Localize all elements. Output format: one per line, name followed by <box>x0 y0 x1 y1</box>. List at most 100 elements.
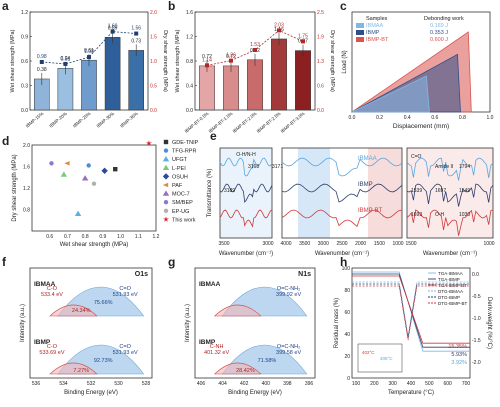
peak-annotation: 1549 <box>459 188 470 194</box>
peak-percent: 7.27% <box>73 368 89 374</box>
marker-SM/BEP <box>49 161 54 166</box>
legend-label: TGA-IBMP-BT <box>438 283 467 288</box>
tick-label-right: 0.0 <box>317 108 324 114</box>
minor-peak <box>213 304 262 317</box>
legend-swatch <box>356 23 364 28</box>
legend-label: SM/BEP <box>172 200 193 206</box>
plot-frame-g <box>194 267 316 379</box>
tick-label: 0.0 <box>186 108 193 114</box>
marker-EP-UG <box>91 181 97 186</box>
peak-annotation: Amide II <box>435 164 453 170</box>
x-axis-label: Wet shear strength (MPa) <box>60 242 129 248</box>
y-axis-label-right: Dry shear strength (MPa) <box>329 30 335 92</box>
peak-percent: 92.73% <box>94 358 113 364</box>
y-axis-label-right: Deriv.weight (%/°C) <box>486 297 492 349</box>
panel-title: N1s <box>298 271 311 278</box>
y-tick-label: 0.8 <box>23 208 30 214</box>
spectrum-IBMP-BT <box>406 209 494 236</box>
peak-annotation: O-H/N-H <box>236 152 256 158</box>
bar-value: 0.73 <box>131 38 141 44</box>
plot-frame-e <box>406 147 494 239</box>
y-tick-label: 0 <box>347 376 350 382</box>
marker-This work <box>145 140 152 146</box>
bar-IBMP-BT-2.5% <box>271 38 287 111</box>
peak-annotation: 3189 <box>224 188 235 194</box>
category-label: IBMP-20% <box>48 111 68 129</box>
x-tick-label: 0.7 <box>64 234 71 240</box>
marker-This work <box>163 216 169 222</box>
peak-label: C-O <box>47 286 58 292</box>
bar-IBMP-BT-3.0% <box>295 50 311 111</box>
legend-swatch <box>356 30 364 35</box>
y-axis-label: Load (N) <box>342 50 348 73</box>
category-label: IBMP-25% <box>72 111 92 129</box>
x-tick-label: 1.2 <box>153 234 160 240</box>
bar-value: 0.38 <box>37 67 47 73</box>
x-tick-label: 0.6 <box>431 115 438 121</box>
marker-SM/BEP <box>163 200 169 205</box>
x-axis-label: Temperature (°C) <box>388 390 434 396</box>
x-tick-label: 398 <box>283 381 292 387</box>
x-tick-label: 1000 <box>392 241 403 247</box>
peak-annotation: 3171 <box>272 164 283 170</box>
dry-value: 1.14 <box>202 57 212 63</box>
y-tick-label: 1.6 <box>23 165 30 171</box>
legend-label: IBMP <box>366 30 380 36</box>
peak-percent: 28.42% <box>236 368 255 374</box>
y-tick-label-right: 0.0 <box>472 272 479 278</box>
spectrum-IBMP <box>406 183 494 207</box>
peak-label: C=O <box>119 344 131 350</box>
x-tick-label: 3000 <box>318 241 329 247</box>
peak-annotation: O-H <box>435 212 445 218</box>
minor-peak <box>49 362 98 375</box>
minor-peak <box>213 362 262 375</box>
curve-DTG-IBMP <box>352 283 470 339</box>
tick-label: 0.6 <box>21 59 28 65</box>
dry-value: 1.56 <box>131 26 141 32</box>
bar-value: 0.72 <box>202 54 212 60</box>
peak-label: C-NH <box>210 344 224 350</box>
y-tick-label: 80 <box>344 288 350 294</box>
bar-value: 0.72 <box>226 54 236 60</box>
spectrum-IBMAA <box>406 157 494 181</box>
peak-energy: 399.58 eV <box>276 350 301 356</box>
dry-point <box>39 59 44 64</box>
curve-DTG-IBMAA <box>352 281 470 337</box>
x-tick-label: 1.0 <box>117 234 124 240</box>
x-tick-label: 400 <box>262 381 271 387</box>
y-axis-label: Transmittance (%) <box>207 169 213 218</box>
y-tick-label: 40 <box>344 332 350 338</box>
legend-label: EP-UG <box>172 209 189 215</box>
marker-PAF <box>162 182 169 188</box>
y-tick-label: 2.0 <box>23 143 30 149</box>
spectrum-IBMAA <box>281 157 403 177</box>
tick-label: 0.8 <box>186 59 193 65</box>
dry-value: 0.98 <box>37 54 47 60</box>
bar-IBMP-BT-1.5% <box>223 65 239 111</box>
x-tick-label: 100 <box>352 381 361 387</box>
marker-L-PEI <box>60 171 68 177</box>
x-tick-label: 404 <box>218 381 227 387</box>
x-tick-label: 0.9 <box>99 234 106 240</box>
peak-annotation: 1697 <box>435 188 446 194</box>
x-tick-label: 396 <box>305 381 314 387</box>
legend-value: 0.169 J <box>430 23 448 29</box>
y-tick-label: 100 <box>342 266 351 272</box>
y-axis-label: Intensity (a.u.) <box>20 304 26 342</box>
tick-label-right: 0.6 <box>317 84 324 90</box>
inset-label: 405°C <box>380 356 393 361</box>
dry-point <box>253 48 257 53</box>
legend-title: Samples <box>366 16 388 22</box>
x-tick-label: 3500 <box>218 241 229 247</box>
y-axis-label: Wet shear strength (MPa) <box>10 29 16 92</box>
x-tick-label: 0.8 <box>82 234 89 240</box>
legend-label: UFGT <box>172 157 188 163</box>
x-tick-label: 500 <box>425 381 434 387</box>
panel-letter-c: c <box>340 0 347 13</box>
tick-label-right: 2.5 <box>317 10 324 16</box>
residue-label: 15.35% <box>448 344 467 350</box>
x-tick-label: 400 <box>407 381 416 387</box>
spectrum-IBMAA <box>219 157 273 177</box>
category-label: IBMP-35% <box>119 111 139 129</box>
